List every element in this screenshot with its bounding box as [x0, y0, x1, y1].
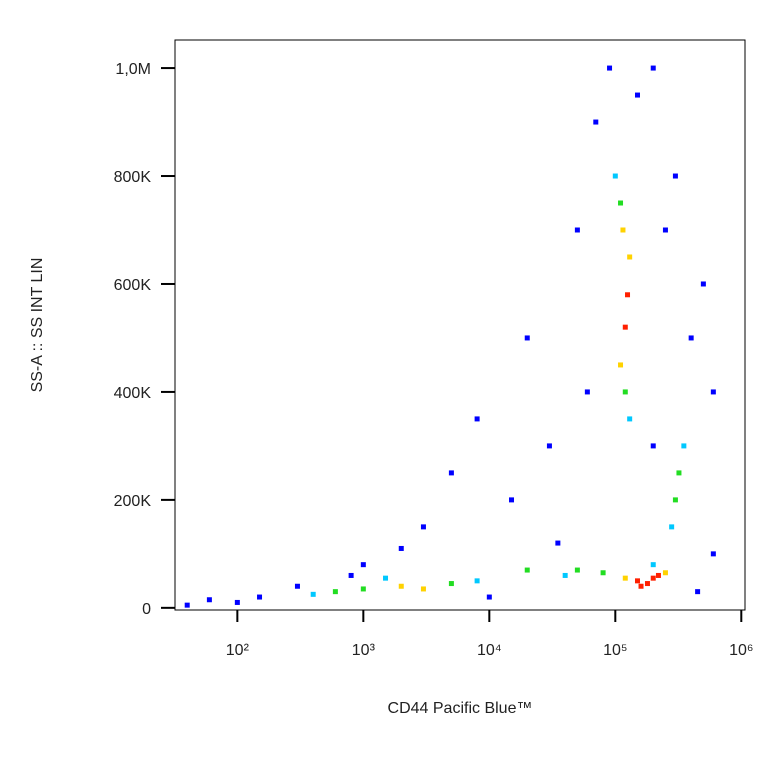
point: [710, 389, 716, 395]
point: [593, 119, 599, 125]
point: [524, 567, 530, 573]
y-tick-label: 200K: [114, 493, 152, 510]
point: [257, 594, 263, 600]
point: [650, 65, 656, 71]
point: [625, 292, 631, 298]
point: [672, 497, 678, 503]
point: [644, 581, 650, 587]
point: [607, 65, 613, 71]
y-tick-label: 600K: [114, 277, 152, 294]
point: [600, 570, 606, 576]
point: [474, 578, 480, 584]
point: [184, 602, 190, 608]
point: [348, 572, 354, 578]
point: [620, 227, 626, 233]
point: [627, 416, 633, 422]
point: [612, 173, 618, 179]
point: [634, 578, 640, 584]
point: [562, 572, 568, 578]
point: [662, 227, 668, 233]
x-axis-label: CD44 Pacific Blue™: [388, 700, 533, 717]
point: [574, 567, 580, 573]
point: [710, 551, 716, 557]
point: [546, 443, 552, 449]
point: [474, 416, 480, 422]
point: [618, 362, 624, 368]
point: [681, 443, 687, 449]
y-tick-label: 0: [142, 601, 151, 618]
point: [695, 589, 701, 595]
point: [420, 586, 426, 592]
point: [206, 597, 212, 603]
point: [398, 545, 404, 551]
point: [634, 92, 640, 98]
y-tick-label: 1,0M: [115, 61, 151, 78]
point: [294, 583, 300, 589]
point: [420, 524, 426, 530]
point: [310, 591, 316, 597]
point: [700, 281, 706, 287]
point: [655, 572, 661, 578]
point: [332, 589, 338, 595]
point: [524, 335, 530, 341]
point: [555, 540, 561, 546]
point: [622, 389, 628, 395]
point: [509, 497, 515, 503]
point: [650, 443, 656, 449]
point: [360, 562, 366, 568]
x-tick-label: 10⁵: [603, 642, 627, 659]
point: [672, 173, 678, 179]
point: [638, 583, 644, 589]
point: [360, 586, 366, 592]
point: [676, 470, 682, 476]
y-axis-label: SS-A :: SS INT LIN: [29, 258, 46, 393]
x-tick-label: 10⁶: [729, 642, 753, 659]
point: [486, 594, 492, 600]
point: [448, 581, 454, 587]
point: [650, 575, 656, 581]
point: [584, 389, 590, 395]
point: [383, 575, 389, 581]
point: [574, 227, 580, 233]
plot-frame: [174, 39, 746, 611]
point: [448, 470, 454, 476]
y-tick-label: 400K: [114, 385, 152, 402]
point: [650, 562, 656, 568]
point: [234, 599, 240, 605]
x-tick-label: 10²: [226, 642, 250, 659]
point: [622, 575, 628, 581]
x-tick-label: 10⁴: [477, 642, 502, 659]
point: [662, 570, 668, 576]
x-tick-label: 10³: [352, 642, 376, 659]
point: [669, 524, 675, 530]
point: [627, 254, 633, 260]
point: [688, 335, 694, 341]
point: [622, 324, 628, 330]
point: [618, 200, 624, 206]
point: [398, 583, 404, 589]
y-tick-label: 800K: [114, 169, 152, 186]
